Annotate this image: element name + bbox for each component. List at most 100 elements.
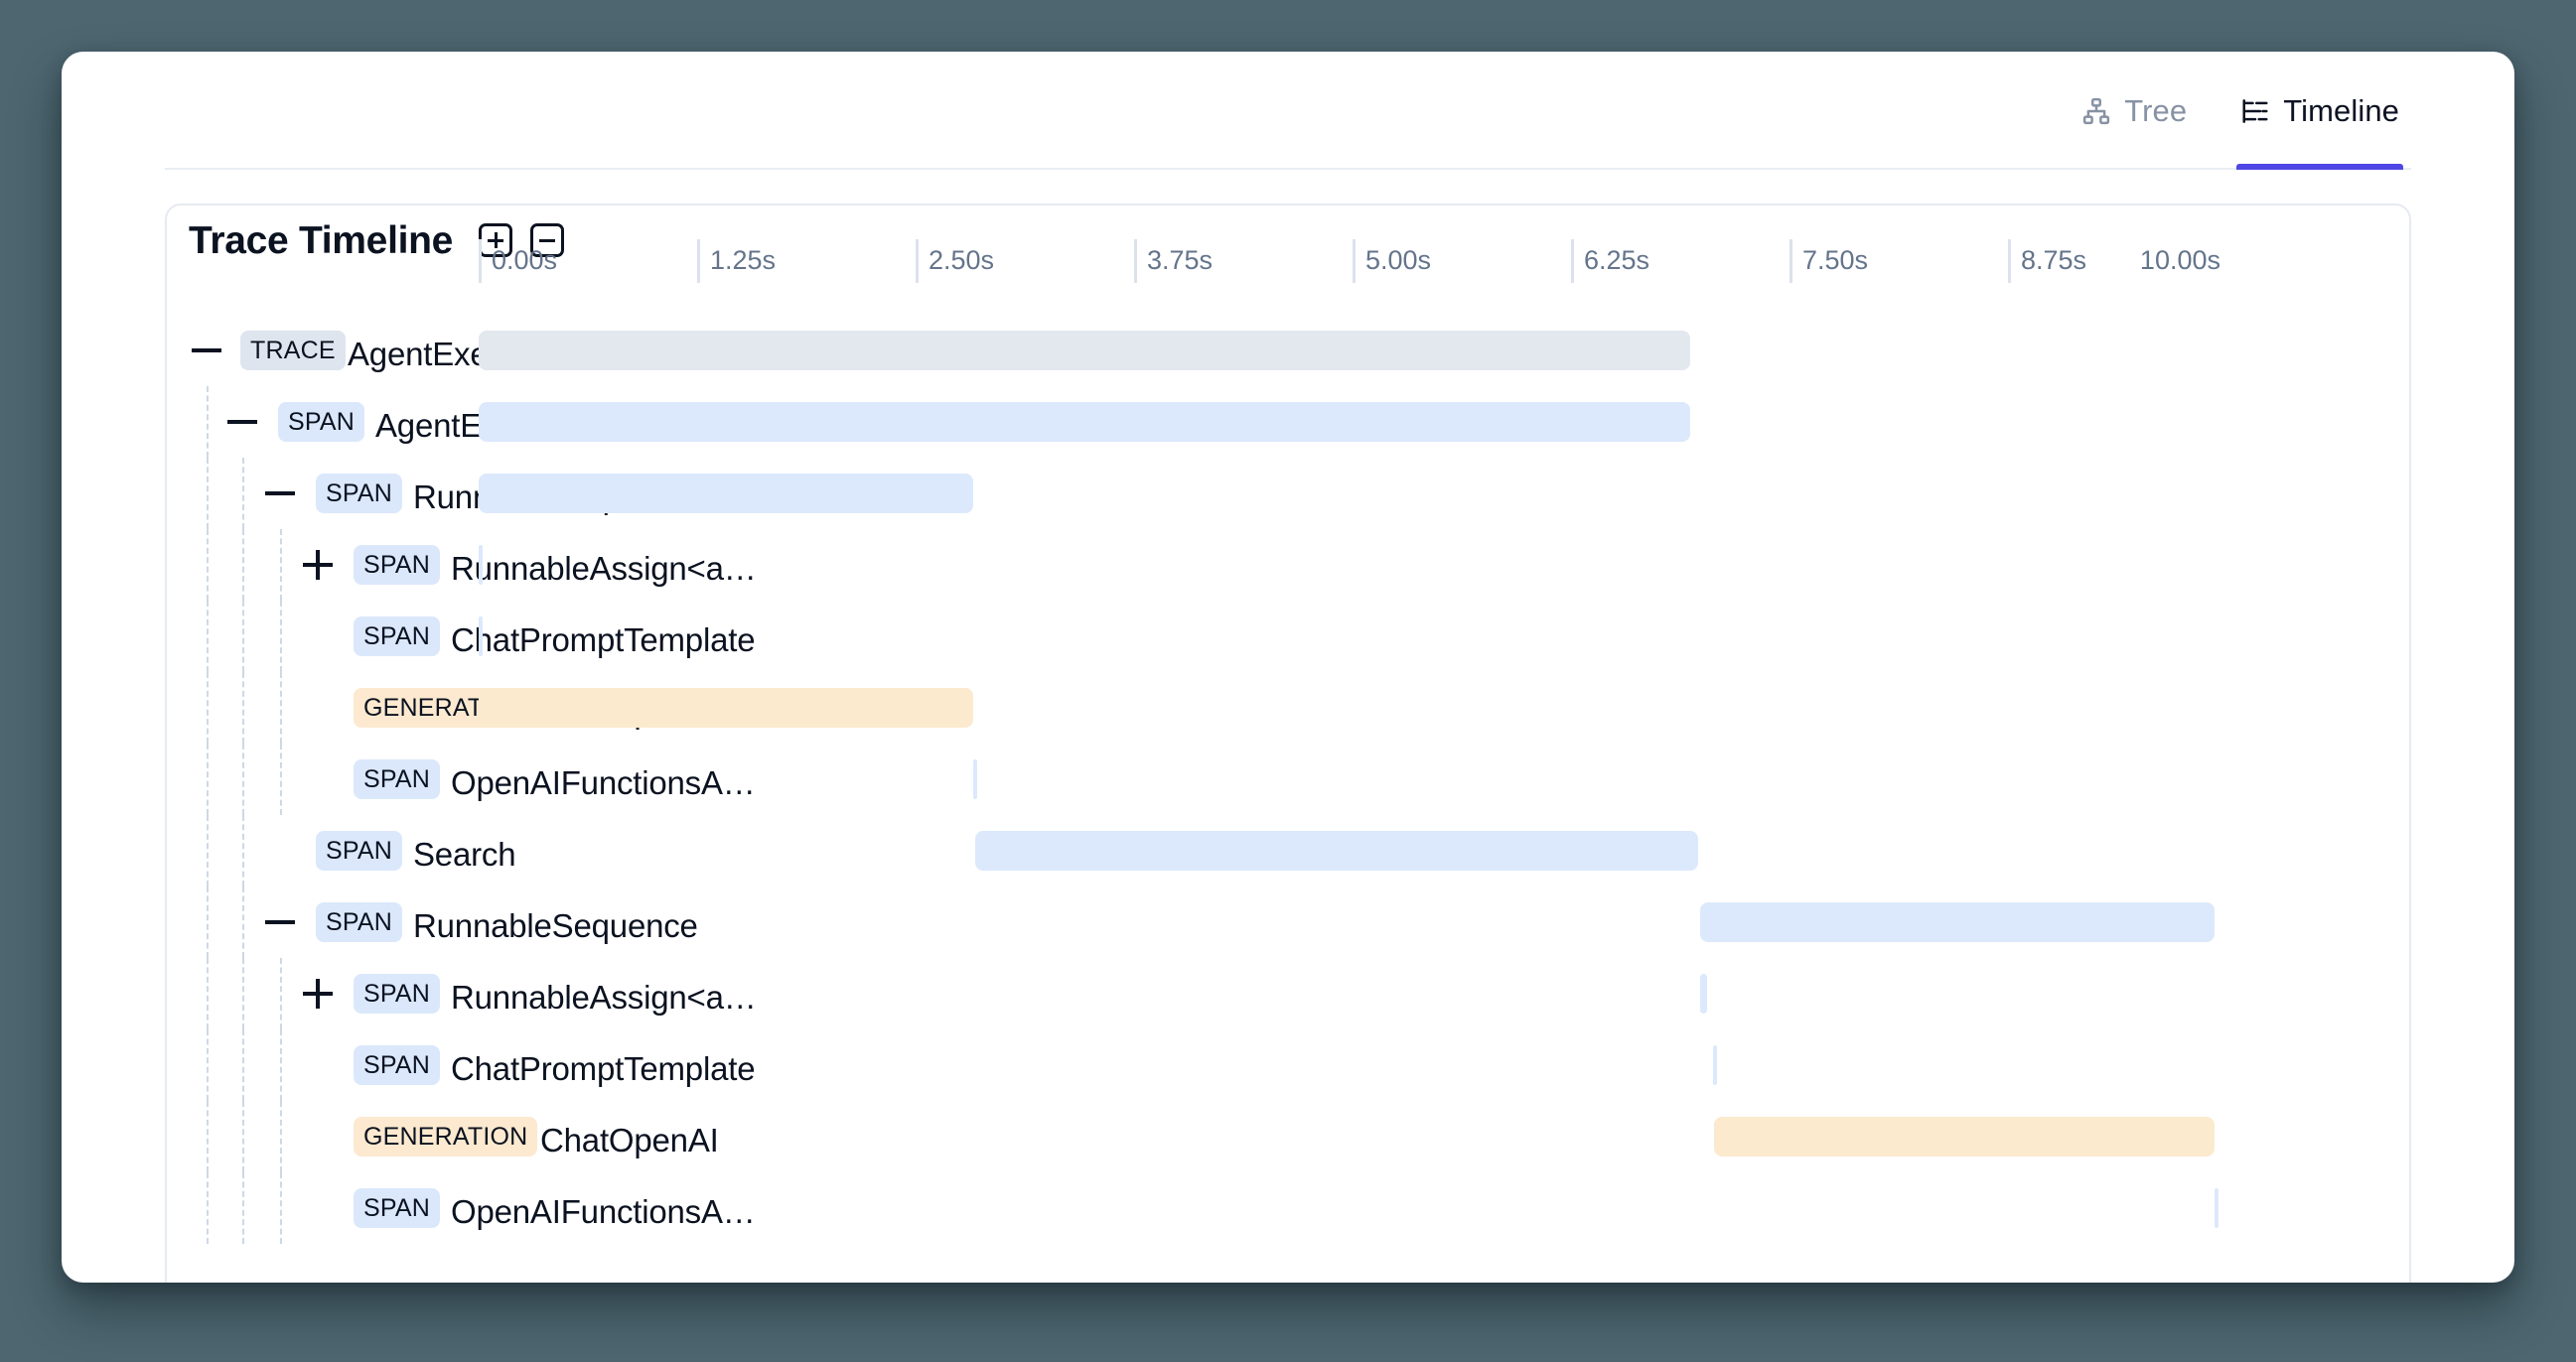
ruler-tick-line — [2008, 239, 2011, 283]
trace-viewer-window: Tree Timeline Trace Timeline — [62, 52, 2514, 1283]
tree-guide-line — [280, 1029, 282, 1101]
tree-guide-line — [207, 1172, 209, 1244]
collapse-row-icon[interactable] — [224, 404, 260, 440]
span-duration-bar[interactable] — [1700, 974, 1708, 1014]
tab-tree[interactable]: Tree — [2077, 52, 2191, 170]
timeline-row[interactable]: SPAN RunnableAssign<a… — [167, 958, 2409, 1029]
tree-guide-line — [207, 458, 209, 529]
ruler-tick-label: 3.75s — [1147, 245, 1214, 275]
row-bar-track — [479, 601, 2409, 672]
row-bar-track — [479, 744, 2409, 815]
timeline-row[interactable]: SPAN Search — [167, 815, 2409, 886]
tree-guide-line — [207, 672, 209, 744]
ruler-tick-label: 1.25s — [710, 245, 777, 275]
timeline-row[interactable]: TRACE AgentExecutor — [167, 315, 2409, 386]
row-label-cell[interactable]: SPAN ChatPromptTemplate — [167, 1029, 790, 1101]
row-label-cell[interactable]: SPAN OpenAIFunctionsA… — [167, 744, 790, 815]
span-duration-bar[interactable] — [479, 402, 1690, 442]
span-duration-bar[interactable] — [2214, 1188, 2218, 1228]
tree-guide-line — [280, 601, 282, 672]
ruler-tick-label: 10.00s — [2139, 245, 2220, 275]
tree-guide-line — [207, 886, 209, 958]
row-name-label: OpenAIFunctionsA… — [451, 763, 756, 801]
expand-row-icon[interactable] — [300, 976, 336, 1012]
timeline-row[interactable]: SPAN RunnableSequence — [167, 886, 2409, 958]
span-duration-bar[interactable] — [479, 474, 974, 513]
span-duration-bar[interactable] — [479, 688, 974, 728]
span-duration-bar[interactable] — [973, 759, 978, 799]
minus-square-icon[interactable] — [530, 223, 564, 257]
span-duration-bar[interactable] — [479, 331, 1690, 370]
collapse-row-icon[interactable] — [262, 904, 298, 940]
tree-guide-line — [207, 529, 209, 601]
observation-type-badge: SPAN — [354, 1045, 441, 1085]
ruler-tick-line — [1353, 239, 1356, 283]
row-name-label: RunnableAssign<a… — [451, 549, 757, 587]
timeline-row[interactable]: SPAN ChatPromptTemplate — [167, 601, 2409, 672]
span-duration-bar[interactable] — [479, 616, 483, 656]
ruler-tick-label: 0.00s — [492, 245, 558, 275]
span-duration-bar[interactable] — [1700, 902, 2215, 942]
time-ruler: 0.00s 1.25s 2.50s 3.75s 5.00s 6.25s 7.50s 8.75s… — [479, 205, 2409, 305]
tree-guide-line — [242, 1172, 244, 1244]
collapse-row-icon[interactable] — [262, 476, 298, 511]
timeline-row[interactable]: SPAN ChatPromptTemplate — [167, 1029, 2409, 1101]
tree-guide-line — [280, 529, 282, 601]
tree-hierarchy-icon — [2081, 96, 2111, 126]
tree-guide-line — [242, 1029, 244, 1101]
timeline-row[interactable]: SPAN RunnableAssign<a… — [167, 529, 2409, 601]
ruler-tick-label: 2.50s — [929, 245, 995, 275]
tree-guide-line — [242, 1101, 244, 1172]
ruler-tick-line — [1789, 239, 1792, 283]
row-bar-track — [479, 529, 2409, 601]
row-bar-track — [479, 886, 2409, 958]
collapse-row-icon[interactable] — [189, 333, 224, 368]
row-bar-track — [479, 672, 2409, 744]
tab-timeline[interactable]: Timeline — [2236, 52, 2403, 170]
ruler-tick-label: 7.50s — [1802, 245, 1869, 275]
ruler-tick-label: 5.00s — [1365, 245, 1432, 275]
tree-guide-line — [207, 1101, 209, 1172]
tree-guide-line — [280, 1172, 282, 1244]
observation-type-badge: SPAN — [354, 1188, 441, 1228]
ruler-tick-label: 8.75s — [2021, 245, 2087, 275]
timeline-row[interactable]: SPAN OpenAIFunctionsA… — [167, 1172, 2409, 1244]
span-duration-bar[interactable] — [479, 545, 483, 585]
span-duration-bar[interactable] — [1712, 1045, 1717, 1085]
tree-guide-line — [207, 386, 209, 458]
observation-type-badge: SPAN — [354, 616, 441, 656]
timeline-row[interactable]: SPAN OpenAIFunctionsA… — [167, 744, 2409, 815]
row-label-cell[interactable]: SPAN Search — [167, 815, 790, 886]
row-label-cell[interactable]: SPAN RunnableAssign<a… — [167, 958, 790, 1029]
row-name-label: Search — [413, 835, 516, 873]
observation-type-badge: SPAN — [316, 902, 403, 942]
span-duration-bar[interactable] — [974, 831, 1699, 871]
observation-type-badge: SPAN — [354, 545, 441, 585]
tree-guide-line — [280, 958, 282, 1029]
trace-timeline-panel: Trace Timeline 0.00s 1.25s 2.50s 3.75s 5.00s… — [165, 204, 2411, 1283]
page-title: Trace Timeline — [189, 219, 454, 262]
tab-timeline-label: Timeline — [2283, 93, 2399, 128]
row-label-cell[interactable]: SPAN RunnableAssign<a… — [167, 529, 790, 601]
row-label-cell[interactable]: SPAN RunnableSequence — [167, 886, 790, 958]
expand-row-icon[interactable] — [300, 547, 336, 583]
tree-guide-line — [207, 601, 209, 672]
ruler-tick-line — [1134, 239, 1137, 283]
row-name-label: RunnableSequence — [413, 906, 698, 944]
span-duration-bar[interactable] — [1714, 1117, 2215, 1157]
tree-guide-line — [207, 1029, 209, 1101]
ruler-tick-label: 6.25s — [1584, 245, 1650, 275]
ruler-tick-line — [1571, 239, 1574, 283]
observation-type-badge: SPAN — [354, 759, 441, 799]
row-bar-track — [479, 958, 2409, 1029]
row-label-cell[interactable]: SPAN OpenAIFunctionsA… — [167, 1172, 790, 1244]
row-label-cell[interactable]: SPAN ChatPromptTemplate — [167, 601, 790, 672]
observation-type-badge: SPAN — [316, 831, 403, 871]
timeline-list-icon — [2240, 96, 2270, 126]
row-name-label: RunnableAssign<a… — [451, 978, 757, 1016]
timeline-row[interactable]: SPANAgentExecutor — [167, 386, 2409, 458]
